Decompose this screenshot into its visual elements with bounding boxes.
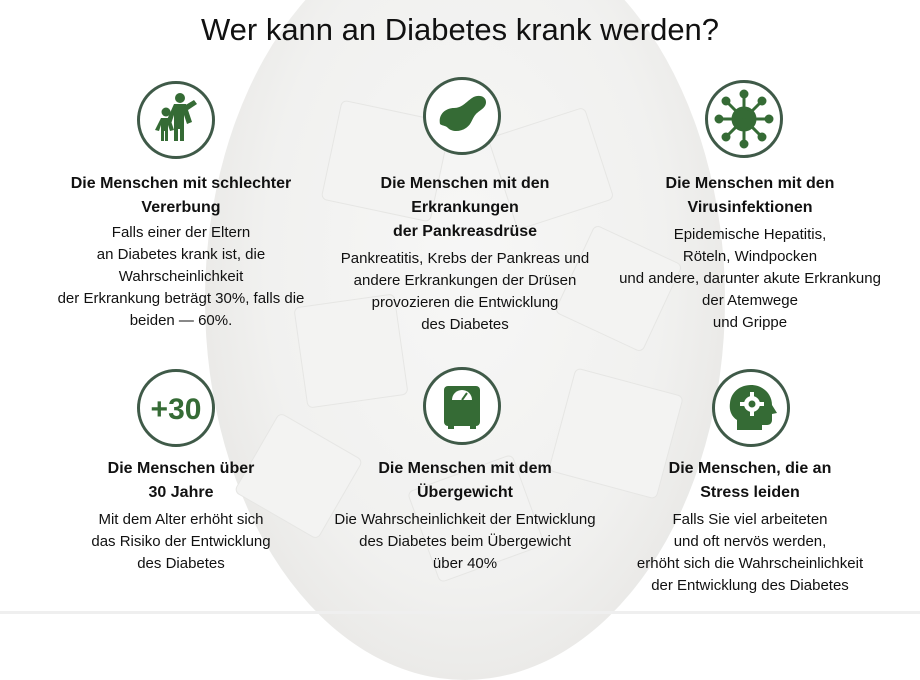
page-title: Wer kann an Diabetes krank werden? (200, 12, 720, 47)
heading-pancreas: Die Menschen mit den Erkrankungen der Pa… (380, 175, 550, 240)
bottom-divider (0, 611, 920, 614)
text-overweight: Die Wahrscheinlichkeit der Entwicklung d… (334, 511, 596, 572)
info-block-virus: Die Menschen mit den Virusinfektionen Ep… (600, 172, 900, 334)
heading-stress: Die Menschen, die an Stress leiden (668, 460, 832, 501)
heading-overweight: Die Menschen mit dem Übergewicht (378, 460, 552, 501)
heading-age: Die Menschen über 30 Jahre (107, 460, 255, 501)
info-block-heredity: Die Menschen mit schlechter Vererbung Fa… (31, 172, 331, 332)
info-block-overweight: Die Menschen mit dem Übergewicht Die Wah… (315, 457, 615, 575)
text-pancreas: Pankreatitis, Krebs der Pankreas und and… (340, 250, 590, 333)
head-gear-icon (712, 369, 790, 447)
pancreas-icon (423, 77, 501, 155)
text-stress: Falls Sie viel arbeiteten und oft nervös… (636, 511, 864, 594)
family-icon (137, 81, 215, 159)
text-heredity: Falls einer der Eltern an Diabetes krank… (57, 224, 305, 329)
info-block-stress: Die Menschen, die an Stress leiden Falls… (600, 457, 900, 597)
info-block-age: Die Menschen über 30 Jahre Mit dem Alter… (31, 457, 331, 575)
virus-icon (705, 80, 783, 158)
text-virus: Epidemische Hepatitis, Röteln, Windpocke… (619, 226, 881, 331)
age-30-icon: +30 (137, 369, 215, 447)
scale-icon (423, 367, 501, 445)
heading-heredity: Die Menschen mit schlechter Vererbung (70, 175, 292, 216)
info-block-pancreas: Die Menschen mit den Erkrankungen der Pa… (315, 172, 615, 336)
text-age: Mit dem Alter erhöht sich das Risiko der… (91, 511, 271, 572)
heading-virus: Die Menschen mit den Virusinfektionen (665, 175, 835, 216)
age-30-icon-text: +30 (151, 393, 202, 426)
